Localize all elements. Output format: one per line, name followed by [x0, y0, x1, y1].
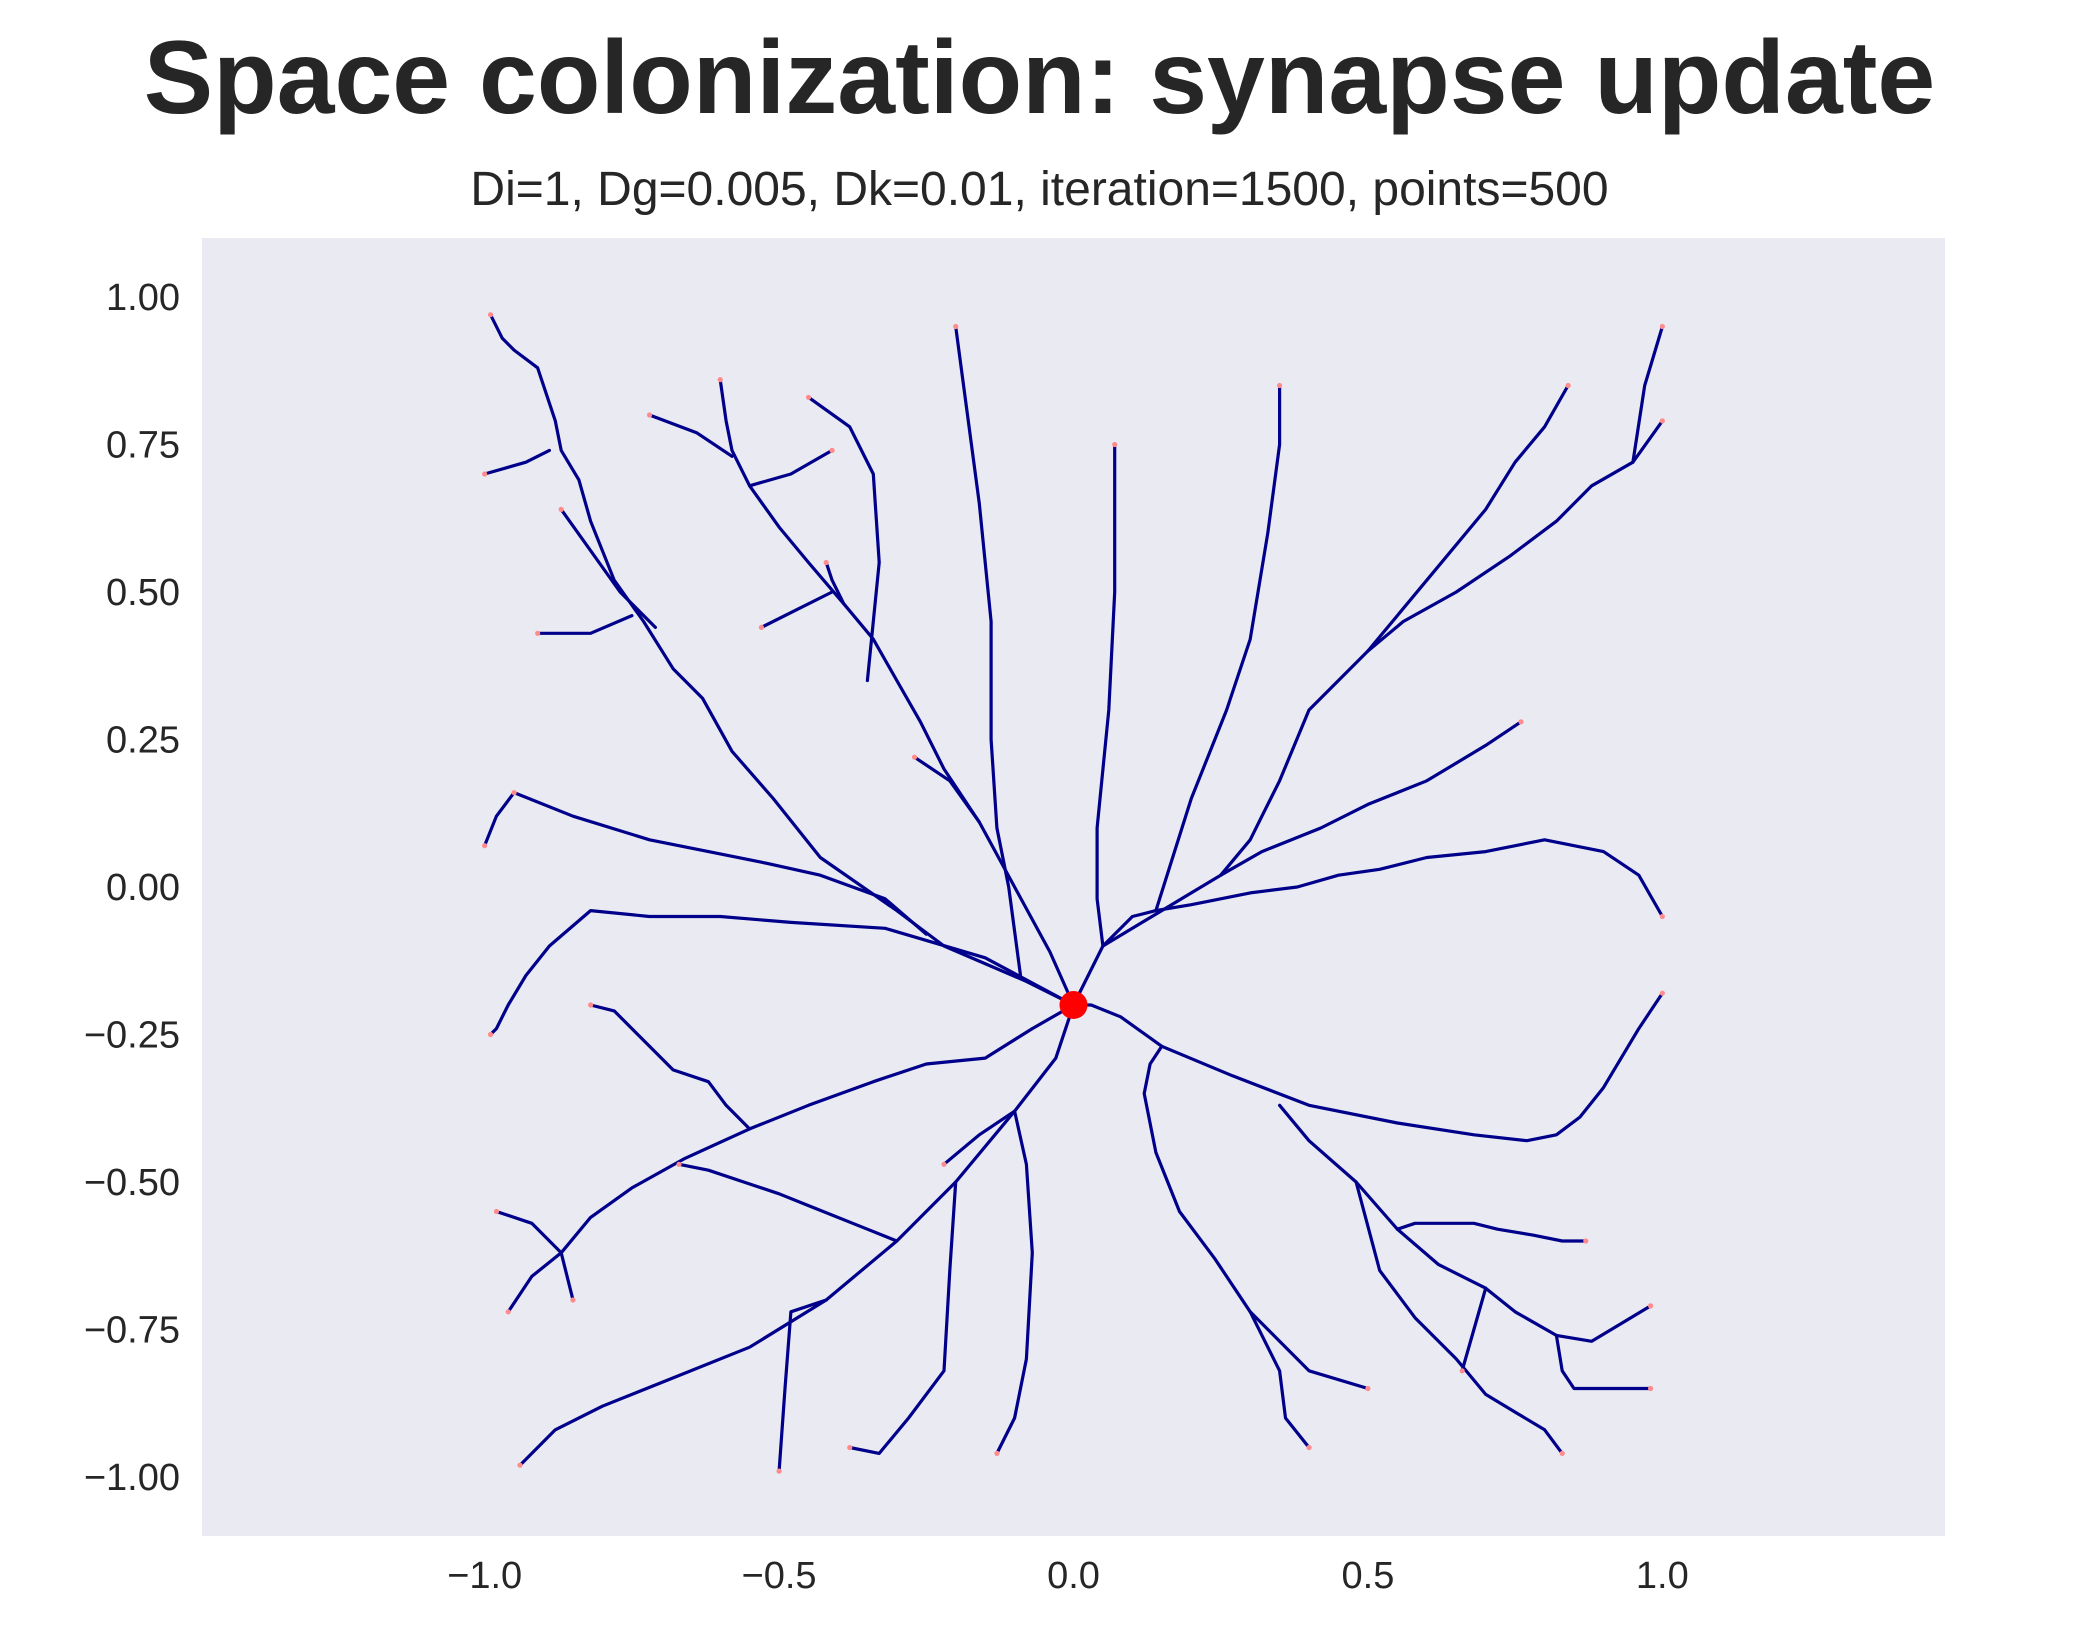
attractor-point [1647, 1303, 1654, 1309]
attractor-point [1276, 382, 1283, 389]
y-tick-label: 0.75 [106, 425, 180, 467]
branch-series-16 [559, 1251, 575, 1302]
y-tick-label: 0.50 [106, 572, 180, 614]
attractor-point [1565, 382, 1571, 389]
y-tick-label: −0.50 [84, 1162, 180, 1204]
x-axis-ticks: −1.0 −0.5 0.0 0.5 1.0 [447, 1555, 1689, 1597]
attractor-point [823, 559, 829, 566]
branch-series-37 [1154, 383, 1282, 913]
branch-series-20 [848, 1180, 958, 1456]
attractor-point [1112, 441, 1118, 448]
attractor-point [570, 1297, 576, 1303]
branch-series-30 [1248, 1310, 1370, 1391]
y-tick-label: −0.25 [84, 1015, 180, 1057]
root-layer [1059, 991, 1088, 1019]
y-axis-ticks: 1.00 0.75 0.50 0.25 0.00 −0.25 −0.50 −0.75 −1.00 [84, 277, 180, 1499]
chart-subtitle: Di=1, Dg=0.005, Dk=0.01, iteration=1500,… [470, 163, 1609, 216]
branch-series-29 [1354, 1180, 1564, 1456]
branch-series-21 [995, 1109, 1034, 1456]
branch-series-38 [954, 324, 1023, 978]
x-tick-label: −0.5 [742, 1555, 817, 1597]
attractor-point [1659, 913, 1665, 920]
attractor-point [1518, 719, 1524, 725]
branch-series-36 [1095, 442, 1117, 948]
x-tick-label: 0.5 [1342, 1555, 1395, 1597]
attractor-point [511, 790, 517, 796]
attractor-point [517, 1462, 523, 1468]
y-tick-label: 0.25 [106, 720, 180, 762]
x-tick-label: 1.0 [1636, 1555, 1689, 1597]
branch-series-6 [747, 448, 834, 488]
branch-series-3 [483, 448, 552, 476]
attractor-point [911, 754, 918, 760]
attractor-point [646, 412, 653, 418]
branch-series-26 [1395, 1221, 1588, 1243]
branch-series-35 [1219, 720, 1523, 877]
attractor-point [758, 624, 765, 631]
branch-series-22 [942, 1109, 1017, 1166]
branch-series-12 [483, 790, 516, 848]
root-point [1059, 991, 1088, 1019]
attractor-point [482, 471, 488, 477]
attractor-point [493, 1208, 500, 1215]
attractor-point [1459, 1368, 1465, 1374]
branch-series-33 [1366, 419, 1665, 653]
branch-series-19 [777, 1298, 828, 1473]
attractor-point [829, 447, 835, 453]
branch-series-14 [588, 1003, 752, 1131]
attractor-point [1659, 990, 1665, 996]
attractor-point [1659, 323, 1665, 330]
attractor-point [994, 1450, 1000, 1456]
y-tick-label: 0.00 [106, 867, 180, 909]
attractor-point [1306, 1444, 1312, 1451]
x-tick-label: 0.0 [1047, 1555, 1100, 1597]
attractor-point [776, 1468, 782, 1474]
branch-series-7 [824, 560, 846, 606]
plot-area [202, 238, 1945, 1536]
attractor-point [717, 377, 723, 383]
attractor-point [487, 1031, 494, 1038]
branch-series-34 [1631, 324, 1665, 464]
y-tick-label: 1.00 [106, 277, 180, 319]
branch-series-18 [677, 1162, 899, 1243]
attractor-point [588, 1002, 594, 1008]
attractor-point [558, 506, 564, 512]
attractor-point [847, 1444, 853, 1451]
branch-series-39 [806, 395, 881, 683]
attractor-point [482, 843, 488, 849]
attractor-point [1659, 418, 1665, 424]
x-tick-label: −1.0 [447, 1555, 522, 1597]
branch-series-8 [759, 590, 834, 630]
attractor-point-layer [482, 312, 1665, 1474]
chart-title: Space colonization: synapse update [143, 20, 1936, 136]
branch-series-27 [1460, 1286, 1488, 1373]
y-tick-label: −1.00 [84, 1457, 180, 1499]
branch-series-23 [1071, 991, 1665, 1143]
attractor-point [805, 394, 812, 400]
attractor-point [1583, 1238, 1589, 1244]
branch-series-10 [488, 908, 1076, 1037]
attractor-point [676, 1161, 682, 1167]
attractor-point [1365, 1385, 1371, 1392]
attractor-point [1647, 1385, 1654, 1392]
attractor-point [535, 630, 541, 636]
branch-series-2 [535, 613, 634, 635]
branch-layer [483, 313, 1665, 1473]
branch-series-31 [1071, 838, 1665, 1007]
branch-series-15 [494, 1209, 563, 1255]
attractor-point [487, 312, 494, 318]
attractor-point [953, 323, 959, 330]
y-tick-label: −0.75 [84, 1310, 180, 1352]
branch-series-11 [512, 790, 928, 936]
branch-series-9 [912, 755, 981, 824]
attractor-point [941, 1161, 947, 1167]
branch-series-24 [1142, 1044, 1311, 1450]
attractor-point [505, 1309, 511, 1315]
branch-series-28 [1554, 1333, 1653, 1391]
branch-series-1 [559, 507, 658, 630]
branch-series-5 [647, 413, 734, 458]
attractor-point [1559, 1450, 1565, 1456]
